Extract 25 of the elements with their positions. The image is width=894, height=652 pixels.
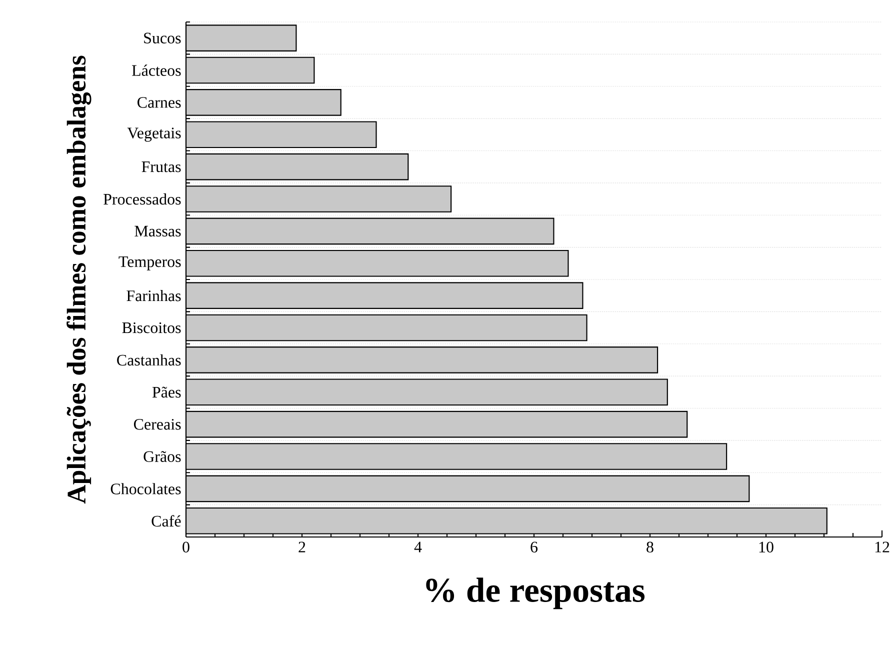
y-tick-label: Café	[152, 515, 181, 527]
y-tick-label: Grãos	[144, 451, 181, 462]
y-tick-label: Cereais	[134, 418, 181, 430]
x-tick-label: 0	[182, 542, 190, 552]
y-tick-label: Carnes	[138, 97, 181, 108]
y-tick-label: Vegetais	[127, 128, 181, 142]
x-tick-label: 6	[530, 542, 538, 552]
y-tick-label: Chocolates	[110, 483, 181, 494]
y-tick-label: Frutas	[142, 162, 181, 172]
y-tick-label: Massas	[134, 226, 181, 237]
x-tick-label: 8	[646, 542, 654, 552]
y-tick-label: Lácteos	[132, 64, 181, 76]
y-tick-label: Castanhas	[117, 354, 181, 366]
y-tick-label: Processados	[104, 193, 181, 205]
x-tick-label: 4	[414, 542, 422, 552]
y-tick-label: Farinhas	[126, 290, 181, 302]
y-axis-title: Aplicações dos filmes como embalagens	[66, 56, 92, 504]
x-tick-label: 10	[759, 542, 774, 552]
y-tick-label: Pães	[152, 386, 181, 398]
x-axis-title: % de respostas	[426, 578, 645, 610]
y-tick-label: Biscoitos	[122, 322, 181, 334]
y-tick-label: Sucos	[144, 32, 181, 44]
x-tick-label: 12	[875, 542, 890, 552]
y-tick-label: Temperos	[118, 256, 181, 270]
x-tick-label: 2	[298, 542, 306, 552]
